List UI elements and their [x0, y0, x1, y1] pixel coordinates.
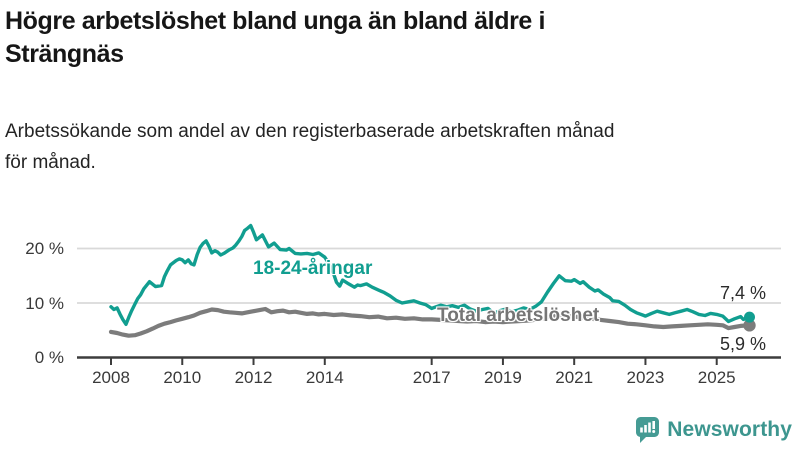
x-axis-tick-label: 2014 — [305, 368, 344, 387]
x-axis-tick-label: 2023 — [626, 368, 665, 387]
series-line-youth — [109, 223, 752, 326]
x-axis-tick-label: 2010 — [163, 368, 202, 387]
series-label-total: Total arbetslöshet — [437, 305, 600, 326]
x-axis-tick-label: 2021 — [555, 368, 594, 387]
y-axis-tick-label: 20 % — [25, 239, 64, 258]
newsworthy-logo[interactable]: Newsworthy — [635, 415, 792, 445]
end-dot-youth — [743, 311, 755, 323]
page-title-line1: Högre arbetslöshet bland unga än bland ä… — [5, 7, 546, 35]
page-subtitle: Arbetssökande som andel av den registerb… — [5, 116, 775, 178]
newsworthy-wordmark: Newsworthy — [667, 418, 792, 441]
y-axis-tick-label: 0 % — [34, 348, 64, 367]
x-axis-tick-label: 2019 — [484, 368, 522, 387]
end-value-label-total: 5,9 % — [719, 334, 766, 354]
x-axis-tick-label: 2017 — [412, 368, 451, 387]
x-axis-tick-label: 2008 — [92, 368, 130, 387]
end-dot-total — [743, 319, 756, 332]
x-axis-tick-label: 2025 — [697, 368, 736, 387]
page-subtitle-line1: Arbetssökande som andel av den registerb… — [5, 121, 615, 142]
series-label-youth: 18-24-åringar — [253, 258, 373, 279]
newsworthy-icon — [636, 417, 660, 443]
x-axis-tick-label: 2012 — [234, 368, 273, 387]
page-subtitle-line2: för månad. — [5, 152, 96, 173]
page-title: Högre arbetslöshet bland unga än bland ä… — [5, 5, 785, 71]
y-axis-tick-label: 10 % — [25, 293, 64, 313]
end-value-label-youth: 7,4 % — [719, 283, 766, 303]
page-title-line2: Strängnäs — [5, 40, 124, 68]
series-line-total — [108, 306, 752, 338]
